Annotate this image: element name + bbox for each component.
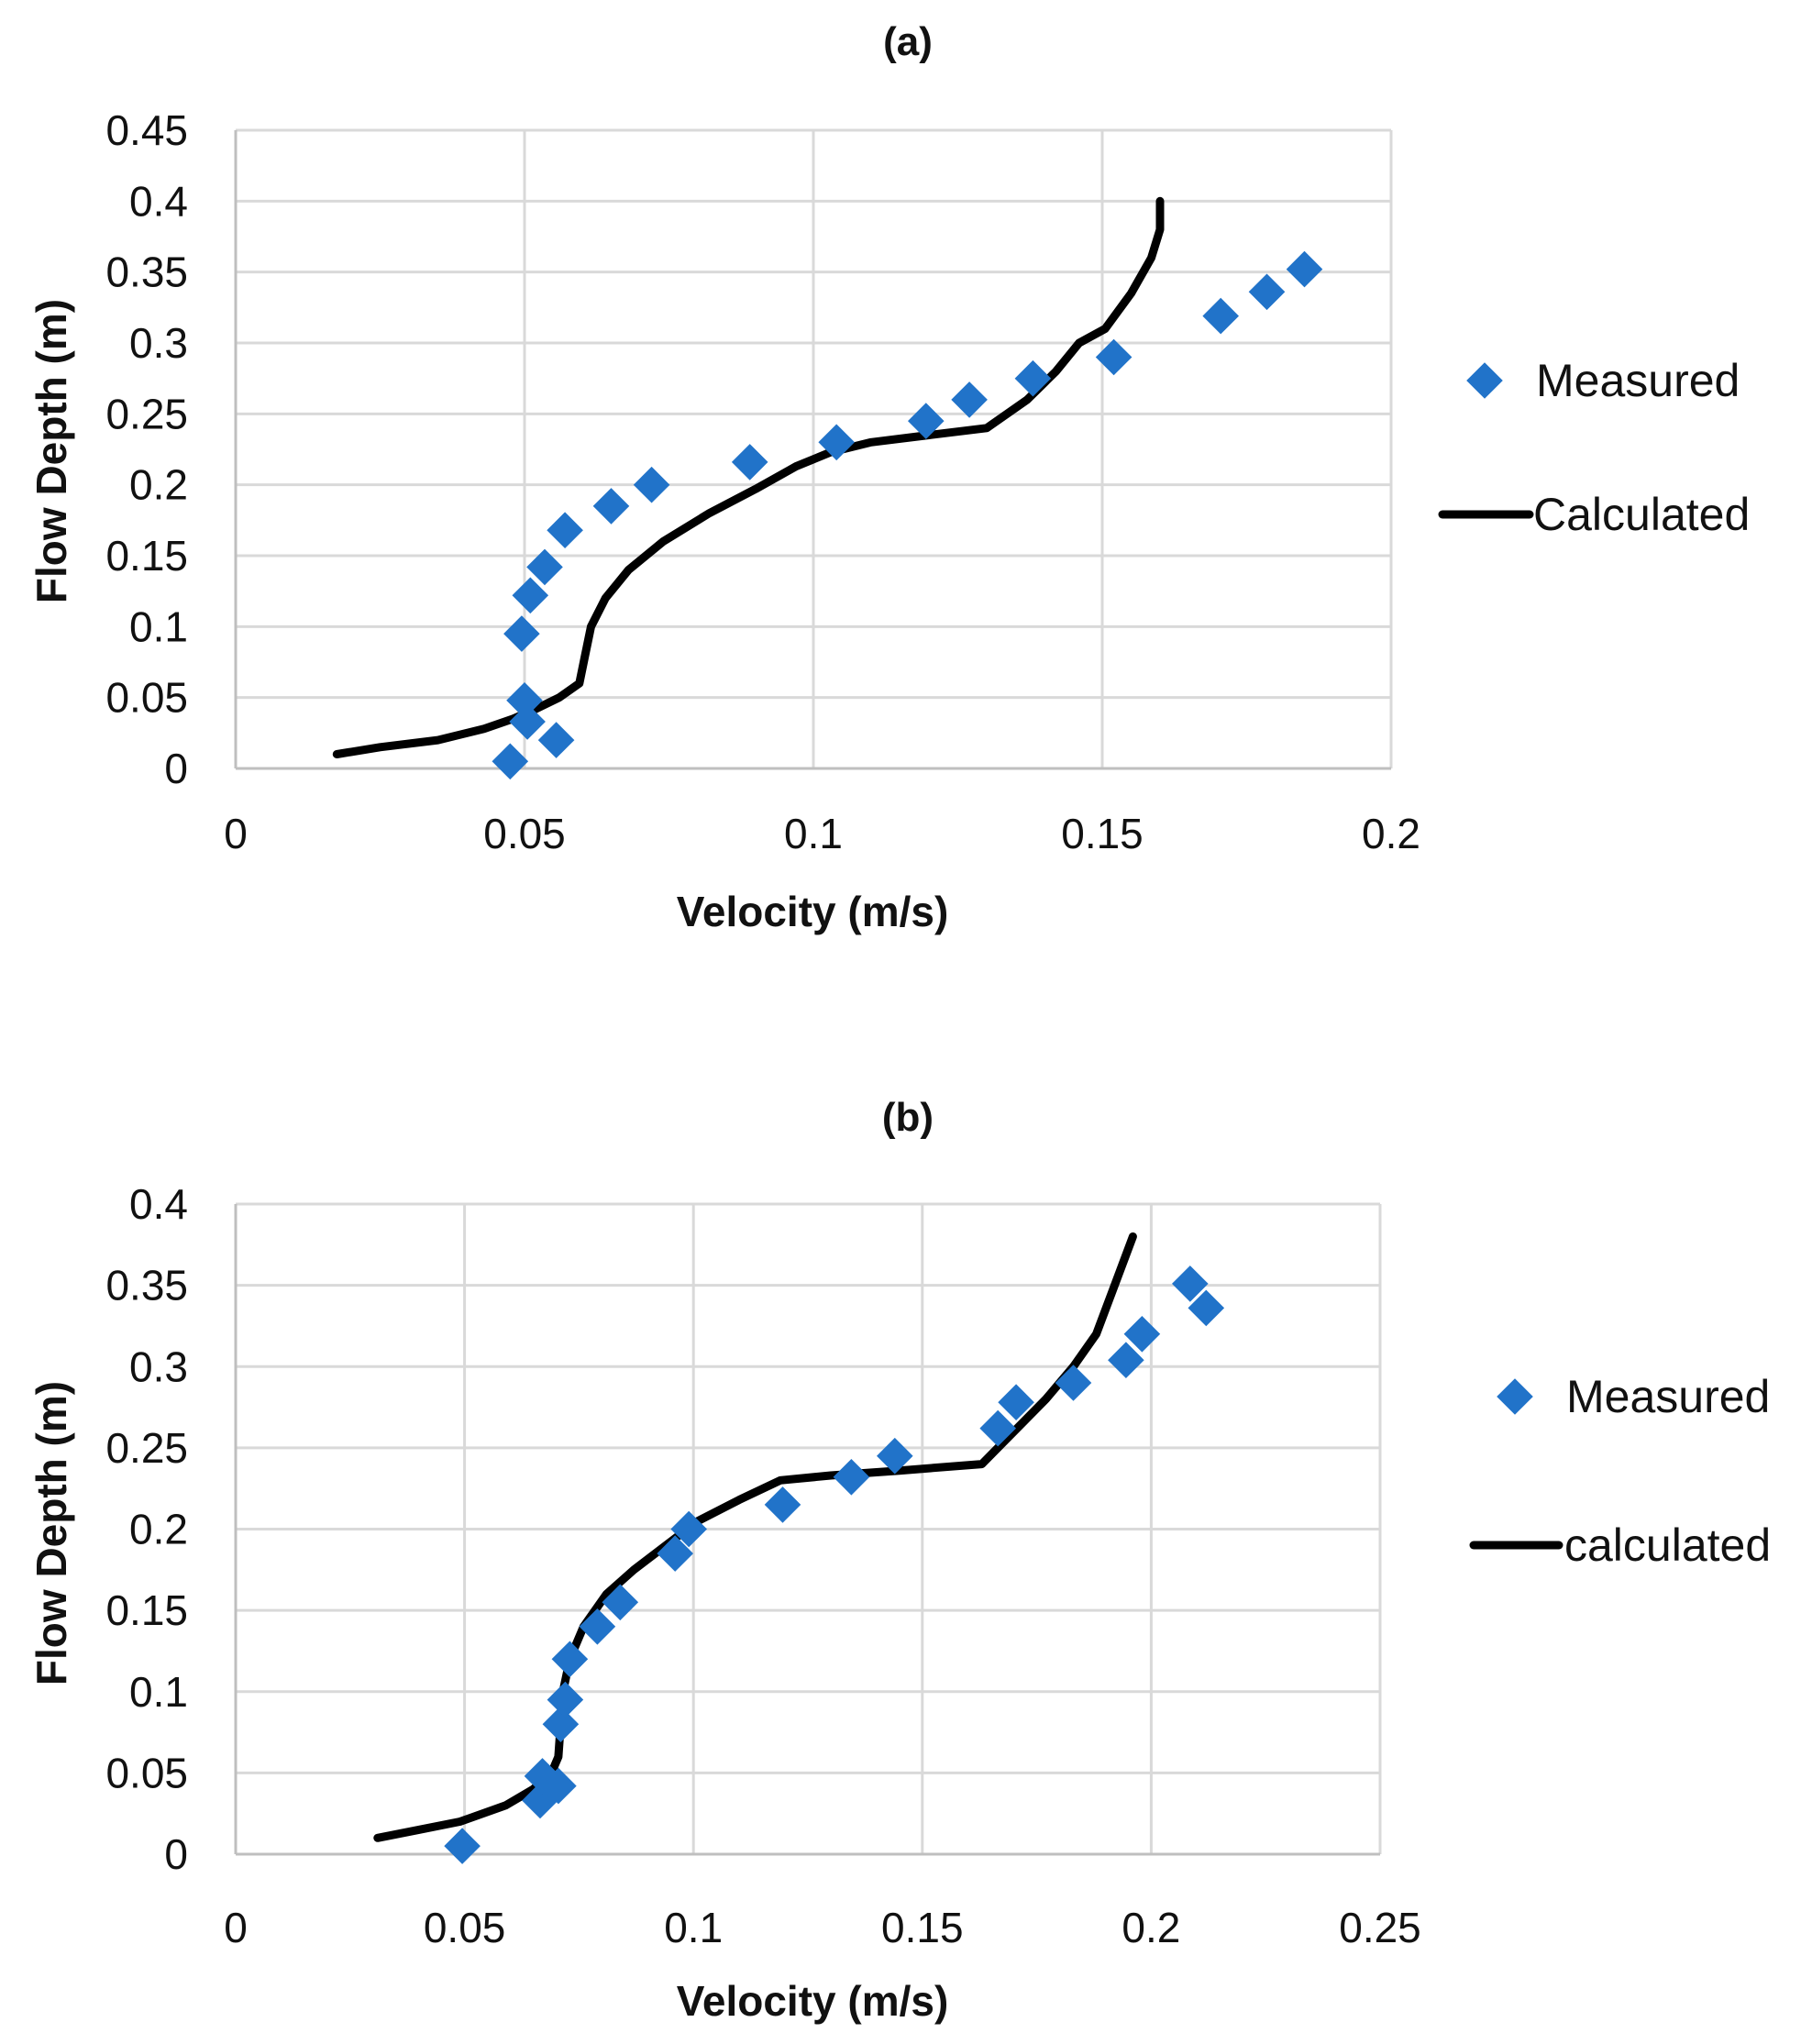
chart-a-measured-point bbox=[1286, 250, 1323, 288]
chart-a-measured-point bbox=[633, 466, 670, 503]
chart-a-y-tick-label: 0.35 bbox=[105, 249, 188, 296]
chart-b-y-tick-label: 0 bbox=[164, 1830, 188, 1878]
chart-a-measured-point bbox=[503, 615, 540, 652]
chart-a-measured-point bbox=[1014, 359, 1052, 397]
chart-b-y-tick-label: 0.1 bbox=[129, 1668, 188, 1716]
chart-a-title: (a) bbox=[883, 19, 933, 64]
chart-b-y-tick-label: 0.15 bbox=[105, 1586, 188, 1634]
chart-a-x-tick-label: 0.05 bbox=[483, 810, 566, 857]
chart-b-calculated-line bbox=[373, 1232, 1137, 1842]
chart-a-measured-point bbox=[731, 444, 768, 481]
chart-b-measured-point bbox=[444, 1828, 481, 1864]
chart-a-measured-point bbox=[592, 488, 630, 525]
chart-a-y-tick-label: 0 bbox=[164, 745, 188, 792]
chart-a-y-tick-label: 0.25 bbox=[105, 390, 188, 437]
chart-a-measured-point bbox=[818, 424, 855, 461]
chart-b-x-axis-label: Velocity (m/s) bbox=[677, 1977, 949, 2025]
chart-b-legend-measured-label: Measured bbox=[1566, 1371, 1770, 1422]
chart-b-y-tick-label: 0.3 bbox=[129, 1342, 188, 1390]
chart-a-measured-point bbox=[547, 512, 583, 548]
chart-b-measured-point bbox=[579, 1608, 616, 1645]
chart-a-measured-point bbox=[512, 577, 549, 614]
chart-b: (b) 00.050.10.150.20.250.30.350.4 0 0.05 0… bbox=[28, 1095, 1771, 2025]
chart-a-y-axis-label: Flow Depth (m) bbox=[28, 299, 75, 603]
chart-a-x-tick-label: 0 bbox=[224, 810, 248, 857]
chart-a-measured-point bbox=[509, 703, 546, 740]
chart-a-x-axis-label: Velocity (m/s) bbox=[677, 888, 949, 935]
chart-b-legend: Measured calculated bbox=[1469, 1371, 1771, 1571]
chart-b-y-tick-label: 0.4 bbox=[129, 1180, 188, 1228]
chart-b-grid bbox=[234, 1202, 1382, 1856]
chart-a-legend: Measured Calculated bbox=[1438, 355, 1750, 540]
chart-b-x-tick-label: 0.15 bbox=[881, 1904, 964, 1951]
chart-b-x-tick-label: 0 bbox=[224, 1904, 248, 1951]
chart-b-legend-measured-marker bbox=[1497, 1378, 1533, 1415]
chart-b-measured-point bbox=[551, 1641, 589, 1678]
chart-a-x-tick-label: 0.2 bbox=[1362, 810, 1420, 857]
chart-a-legend-measured-label: Measured bbox=[1536, 355, 1740, 406]
chart-a-measured-point bbox=[506, 682, 543, 719]
chart-a-y-tick-label: 0.45 bbox=[105, 106, 188, 154]
chart-b-y-tick-label: 0.35 bbox=[105, 1262, 188, 1309]
chart-b-y-tick-labels: 0 0.05 0.1 0.15 0.2 0.25 0.3 0.35 0.4 bbox=[105, 1180, 188, 1878]
chart-a-measured-point bbox=[1202, 297, 1239, 335]
chart-a-measured-point bbox=[908, 403, 945, 439]
chart-a-measured-point bbox=[1248, 273, 1286, 311]
chart-b-y-axis-label: Flow Depth (m) bbox=[28, 1381, 75, 1685]
chart-a-y-tick-labels: 0 0.05 0.1 0.15 0.2 0.25 0.3 0.35 0.4 0.45 bbox=[105, 106, 188, 792]
chart-b-title: (b) bbox=[882, 1095, 934, 1140]
chart-b-y-tick-label: 0.2 bbox=[129, 1506, 188, 1553]
chart-b-x-tick-label: 0.25 bbox=[1339, 1904, 1421, 1951]
chart-a-x-tick-label: 0.1 bbox=[784, 810, 843, 857]
chart-a-legend-calculated-label: Calculated bbox=[1533, 489, 1750, 540]
chart-a-measured-point bbox=[526, 548, 563, 586]
chart-a-measured-point bbox=[951, 381, 988, 418]
chart-a-y-tick-label: 0.05 bbox=[105, 674, 188, 722]
chart-a-y-tick-label: 0.2 bbox=[129, 461, 188, 509]
chart-a-y-tick-label: 0.4 bbox=[129, 177, 188, 225]
chart-b-measured-point bbox=[833, 1459, 870, 1496]
chart-b-x-tick-label: 0.2 bbox=[1121, 1904, 1180, 1951]
chart-b-y-tick-label: 0.25 bbox=[105, 1424, 188, 1472]
chart-a-measured-point bbox=[492, 743, 529, 780]
chart-b-series bbox=[373, 1232, 1225, 1864]
chart-a-x-tick-labels: 0 0.05 0.1 0.15 0.2 bbox=[224, 810, 1420, 857]
chart-a-measured-point bbox=[537, 722, 575, 758]
chart-b-x-tick-labels: 0 0.05 0.1 0.15 0.2 0.25 bbox=[224, 1904, 1421, 1951]
chart-a-y-tick-label: 0.15 bbox=[105, 532, 188, 580]
chart-b-measured-point bbox=[979, 1409, 1016, 1447]
chart-a-x-tick-label: 0.15 bbox=[1061, 810, 1144, 857]
chart-b-measured-point bbox=[764, 1486, 801, 1523]
chart-b-measured-point bbox=[1055, 1365, 1092, 1401]
chart-b-measured-point bbox=[547, 1681, 584, 1718]
chart-b-x-tick-label: 0.05 bbox=[424, 1904, 506, 1951]
chart-a-y-tick-label: 0.3 bbox=[129, 319, 188, 367]
chart-a-y-tick-label: 0.1 bbox=[129, 602, 188, 650]
chart-b-x-tick-label: 0.1 bbox=[664, 1904, 723, 1951]
chart-a-grid bbox=[234, 128, 1393, 770]
chart-b-y-tick-label: 0.05 bbox=[105, 1749, 188, 1796]
chart-a-series bbox=[332, 196, 1323, 780]
chart-a-legend-measured-marker bbox=[1466, 362, 1503, 399]
chart-b-legend-calculated-label: calculated bbox=[1564, 1519, 1771, 1571]
